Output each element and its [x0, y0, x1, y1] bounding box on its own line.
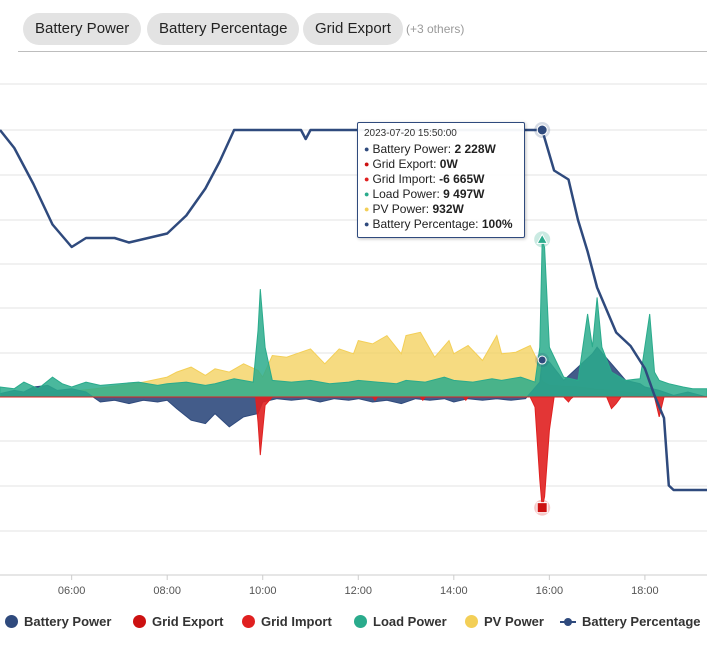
chip-battery-power[interactable]: Battery Power: [23, 13, 142, 45]
tooltip-dot-icon: ●: [364, 219, 370, 229]
marker-grid-import: [536, 502, 548, 514]
tooltip-dot-icon: ●: [364, 189, 370, 199]
legend-item-battery-power[interactable]: Battery Power: [5, 614, 111, 629]
line-battery-percentage: [0, 128, 707, 492]
legend-item-grid-import[interactable]: Grid Import: [242, 614, 332, 629]
legend-item-battery-percentage[interactable]: Battery Percentage: [560, 614, 701, 629]
legend-item-grid-export[interactable]: Grid Export: [133, 614, 224, 629]
tooltip-row-battery-power: ● Battery Power: 2 228W: [364, 142, 496, 156]
tooltip-row-pv-power: ● PV Power: 932W: [364, 202, 464, 216]
tooltip-dot-icon: ●: [364, 144, 370, 154]
legend-dot-icon: [354, 615, 367, 628]
chip-battery-percentage[interactable]: Battery Percentage: [147, 13, 300, 45]
marker-load-power: [536, 233, 549, 244]
highlight-markers: [534, 122, 551, 516]
x-tick-label: 16:00: [536, 585, 564, 597]
legend-dot-icon: [465, 615, 478, 628]
x-tick-label: 18:00: [631, 585, 659, 597]
x-tick-label: 10:00: [249, 585, 277, 597]
legend-dot-icon: [133, 615, 146, 628]
tooltip-dot-icon: ●: [364, 174, 370, 184]
legend-item-pv-power[interactable]: PV Power: [465, 614, 544, 629]
tooltip-row-load-power: ● Load Power: 9 497W: [364, 187, 485, 201]
hover-tooltip: 2023-07-20 15:50:00 ● Battery Power: 2 22…: [357, 122, 525, 238]
legend-item-load-power[interactable]: Load Power: [354, 614, 447, 629]
tooltip-row-grid-export: ● Grid Export: 0W: [364, 157, 458, 171]
legend-dot-icon: [5, 615, 18, 628]
x-tick-label: 06:00: [58, 585, 86, 597]
x-tick-label: 12:00: [345, 585, 373, 597]
chart-legend: Battery Power Grid Export Grid Import Lo…: [0, 614, 707, 634]
chip-grid-export[interactable]: Grid Export: [303, 13, 403, 45]
legend-line-marker-icon: [560, 615, 576, 628]
marker-battery-percentage: [536, 124, 548, 136]
series-filter-bar: Battery Power Battery Percentage Grid Ex…: [18, 13, 707, 52]
tooltip-dot-icon: ●: [364, 204, 370, 214]
x-axis: 06:00 08:00 10:00 12:00 14:00 16:00 18:00: [0, 574, 707, 597]
area-load-power: [0, 239, 707, 398]
x-tick-label: 08:00: [153, 585, 181, 597]
tooltip-dot-icon: ●: [364, 159, 370, 169]
legend-dot-icon: [242, 615, 255, 628]
marker-battery-power: [537, 355, 547, 365]
tooltip-row-grid-import: ● Grid Import: -6 665W: [364, 172, 485, 186]
chips-more-count[interactable]: (+3 others): [406, 22, 465, 36]
tooltip-timestamp: 2023-07-20 15:50:00: [364, 128, 457, 139]
x-tick-label: 14:00: [440, 585, 468, 597]
chart-gridlines: [0, 83, 707, 576]
chart-lines: [0, 128, 707, 492]
chart-areas: [0, 239, 707, 508]
area-grid-import: [0, 396, 707, 508]
tooltip-row-battery-percentage: ● Battery Percentage: 100%: [364, 217, 513, 231]
